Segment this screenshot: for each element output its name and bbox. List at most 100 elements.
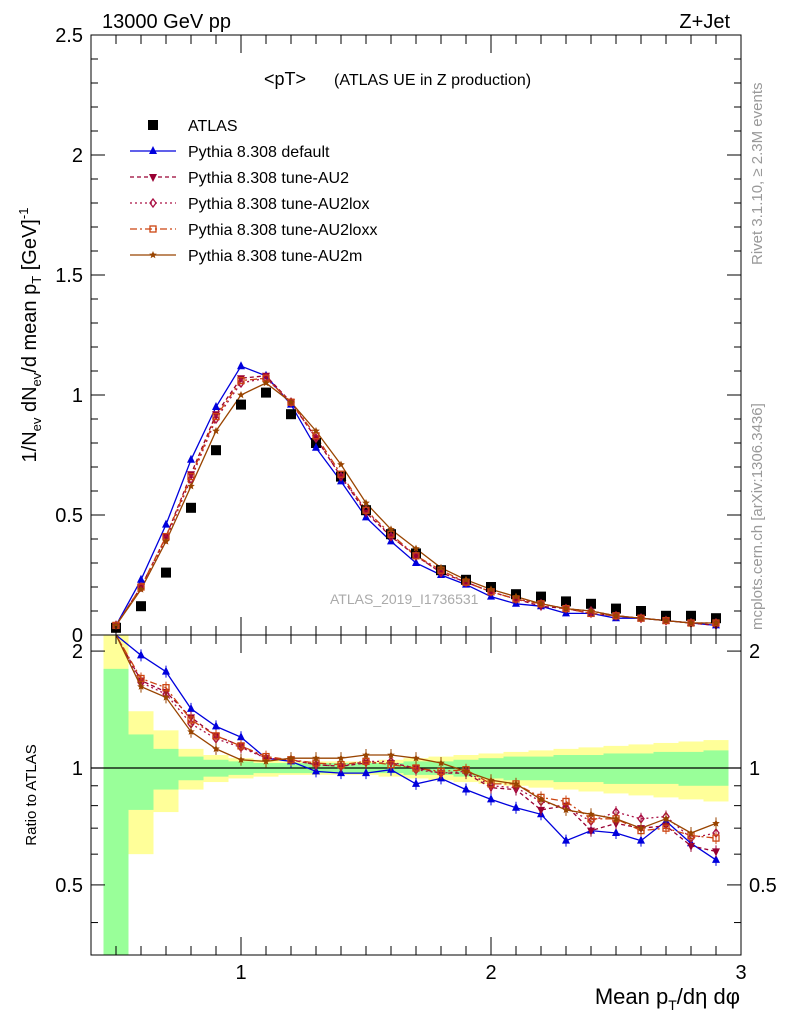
- data-point-pythia-8-308-tune-au2lox: [437, 567, 445, 578]
- svg-text:Mean pT/dη dφ: Mean pT/dη dφ: [595, 984, 740, 1013]
- legend-entry-pythia-8-308-tune-au2loxx: Pythia 8.308 tune-AU2loxx: [188, 222, 377, 239]
- ratio-point-pythia-8-308-tune-au2loxx: [662, 824, 670, 832]
- legend-entry-atlas: ATLAS: [188, 118, 238, 135]
- ratio-point-pythia-8-308-default: [562, 835, 570, 844]
- data-point-pythia-8-308-tune-au2m: [612, 611, 620, 619]
- data-point-atlas: [686, 610, 696, 621]
- data-point-pythia-8-308-tune-au2lox: [462, 577, 470, 588]
- ratio-point-pythia-8-308-tune-au2loxx: [212, 732, 220, 740]
- ratio-point-pythia-8-308-tune-au2m: [587, 810, 595, 818]
- legend-entry-pythia-8-308-tune-au2m: Pythia 8.308 tune-AU2m: [188, 248, 362, 265]
- uncertainty-band-stat: [603, 753, 629, 784]
- ratio-point-pythia-8-308-tune-au2lox: [212, 733, 220, 744]
- data-point-pythia-8-308-tune-au2m: [587, 607, 595, 615]
- ratio-point-pythia-8-308-tune-au2m: [687, 829, 695, 837]
- data-point-pythia-8-308-tune-au2m: [437, 563, 445, 571]
- uncertainty-band-stat: [153, 748, 179, 790]
- ratio-point-pythia-8-308-tune-au2m: [662, 814, 670, 822]
- data-point-pythia-8-308-tune-au2lox: [512, 593, 520, 605]
- ratio-point-pythia-8-308-tune-au2m: [187, 727, 195, 735]
- ratio-point-pythia-8-308-default: [162, 666, 170, 675]
- data-point-pythia-8-308-default: [187, 454, 195, 463]
- ratio-point-pythia-8-308-tune-au2m: [562, 805, 570, 814]
- data-point-pythia-8-308-tune-au2m: [662, 616, 670, 624]
- ratio-point-pythia-8-308-tune-au2m: [612, 814, 620, 822]
- ratio-point-pythia-8-308-tune-au2m: [362, 751, 370, 759]
- x-axis-label: Mean pT/dη dφ: [595, 984, 740, 1013]
- data-point-pythia-8-308-tune-au2m: [487, 585, 495, 593]
- analysis-watermark: ATLAS_2019_I1736531: [330, 591, 479, 607]
- data-point-pythia-8-308-tune-au2m: [112, 621, 120, 629]
- data-point-pythia-8-308-tune-au2loxx: [237, 376, 245, 385]
- data-point-atlas: [561, 596, 571, 607]
- data-point-pythia-8-308-tune-au2lox: [412, 550, 420, 561]
- data-point-pythia-8-308-tune-au2loxx: [212, 412, 220, 421]
- legend-marker-pythia-8-308-tune-au2m: [149, 251, 157, 259]
- legend-entry-pythia-8-308-tune-au2lox: Pythia 8.308 tune-AU2lox: [188, 196, 369, 213]
- ratio-point-pythia-8-308-default: [212, 721, 220, 730]
- ratio-point-pythia-8-308-tune-au2m: [487, 776, 495, 784]
- data-point-atlas: [586, 598, 596, 609]
- data-point-pythia-8-308-tune-au2m: [512, 592, 520, 600]
- ratio-point-pythia-8-308-default: [412, 778, 420, 787]
- data-point-atlas: [611, 603, 621, 614]
- data-point-pythia-8-308-tune-au2m: [712, 619, 720, 627]
- ratio-line-pythia-8-308-tune-au2lox: [115, 634, 717, 839]
- data-point-pythia-8-308-tune-au2m: [137, 585, 145, 593]
- ratio-point-pythia-8-308-tune-au2m: [512, 779, 520, 788]
- ratio-y-tick-label: 1: [72, 758, 83, 780]
- legend-marker-pythia-8-308-tune-au2: [149, 174, 157, 182]
- ratio-y-tick-label-right: 1: [749, 758, 760, 780]
- ratio-point-pythia-8-308-tune-au2: [712, 848, 720, 857]
- series-line-pythia-8-308-tune-au2loxx: [115, 377, 716, 626]
- ratio-point-pythia-8-308-default: [137, 650, 145, 659]
- ratio-point-pythia-8-308-tune-au2m: [337, 754, 345, 762]
- ratio-point-pythia-8-308-tune-au2m: [162, 693, 170, 701]
- ratio-point-pythia-8-308-default: [637, 835, 645, 844]
- ratio-y-tick-label-right: 2: [749, 641, 760, 663]
- ratio-y-tick-label: 2: [72, 641, 83, 663]
- data-point-atlas: [286, 409, 296, 420]
- data-point-pythia-8-308-tune-au2lox: [487, 586, 495, 597]
- ratio-point-pythia-8-308-default: [237, 732, 245, 741]
- data-point-pythia-8-308-default: [212, 402, 220, 410]
- ratio-line-pythia-8-308-tune-au2loxx: [115, 634, 717, 839]
- ratio-point-pythia-8-308-tune-au2loxx: [187, 716, 195, 724]
- ratio-point-pythia-8-308-default: [187, 703, 195, 712]
- data-point-pythia-8-308-default: [412, 558, 420, 566]
- data-point-pythia-8-308-tune-au2loxx: [187, 472, 195, 481]
- ratio-point-pythia-8-308-tune-au2m: [237, 755, 245, 763]
- ratio-point-pythia-8-308-default: [512, 802, 520, 811]
- data-point-pythia-8-308-tune-au2m: [337, 460, 345, 468]
- data-point-atlas: [536, 591, 546, 602]
- ratio-point-pythia-8-308-tune-au2loxx: [162, 684, 170, 692]
- ratio-point-pythia-8-308-tune-au2m: [537, 795, 545, 803]
- data-point-pythia-8-308-tune-au2lox: [312, 433, 320, 444]
- data-point-pythia-8-308-tune-au2m: [562, 604, 570, 612]
- data-point-pythia-8-308-tune-au2m: [287, 398, 295, 406]
- series-line-pythia-8-308-tune-au2m: [115, 382, 716, 626]
- ratio-point-pythia-8-308-tune-au2: [587, 827, 595, 836]
- ratio-point-pythia-8-308-tune-au2m: [312, 754, 320, 762]
- ratio-point-pythia-8-308-tune-au2m: [137, 682, 145, 690]
- data-point-pythia-8-308-tune-au2lox: [337, 471, 345, 482]
- mcplots-note: mcplots.cern.ch [arXiv:1306.3436]: [749, 403, 766, 630]
- data-point-pythia-8-308-tune-au2m: [412, 544, 420, 552]
- legend: ATLAS Pythia 8.308 default Pythia 8.308 tu…: [130, 118, 377, 265]
- main-y-axis: 0 0.5 1 1.5 2 2.5: [55, 25, 742, 647]
- plot-title: <pT>: [264, 69, 306, 89]
- ratio-point-pythia-8-308-tune-au2loxx: [387, 761, 395, 769]
- ratio-point-pythia-8-308-tune-au2loxx: [237, 742, 245, 750]
- main-y-axis-label: 1/Nev dNev/d mean pT [GeV]-1: [16, 208, 44, 463]
- data-point-pythia-8-308-tune-au2m: [537, 599, 545, 607]
- ratio-point-pythia-8-308-tune-au2m: [462, 767, 470, 775]
- series-line-pythia-8-308-default: [115, 365, 717, 627]
- data-point-pythia-8-308-tune-au2m: [687, 619, 695, 627]
- y-tick-label: 1.5: [55, 265, 83, 287]
- data-point-pythia-8-308-tune-au2loxx: [362, 506, 370, 514]
- data-point-pythia-8-308-tune-au2lox: [362, 505, 370, 516]
- uncertainty-band-stat: [628, 753, 654, 784]
- data-point-pythia-8-308-default: [137, 574, 145, 583]
- uncertainty-band-stat: [128, 734, 154, 810]
- y-tick-label: 0.5: [55, 505, 83, 527]
